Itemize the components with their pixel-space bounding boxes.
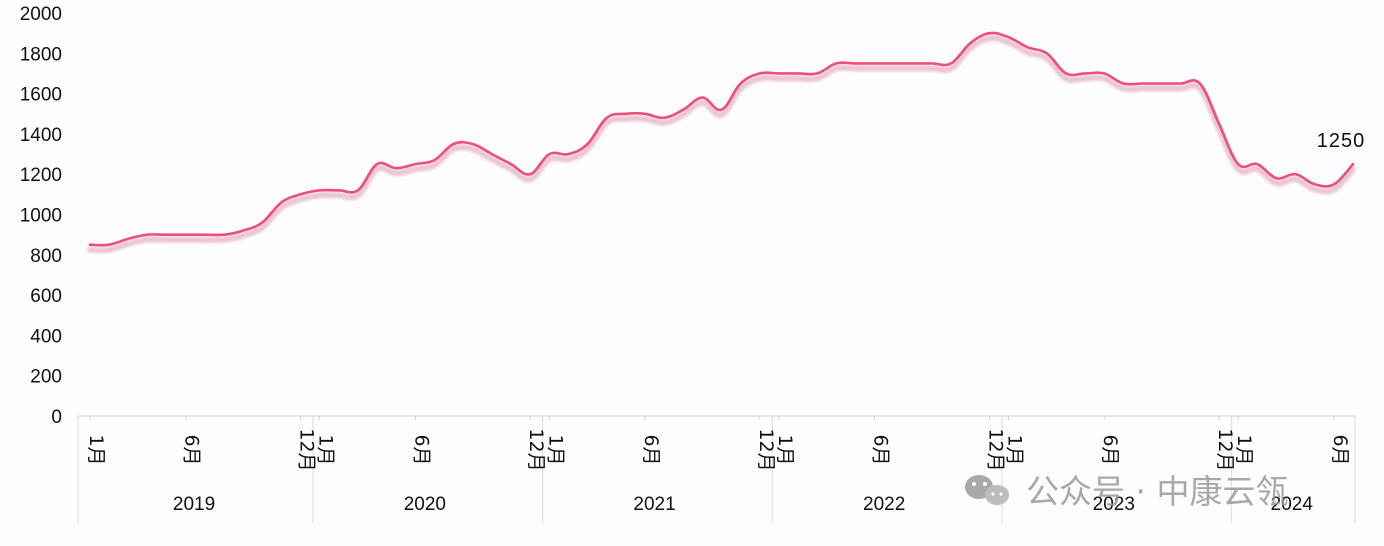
y-tick-label: 2000 [20,4,62,25]
y-tick-label: 400 [30,326,62,347]
x-tick-label: 6月 [870,434,892,465]
y-tick-label: 1800 [20,44,62,65]
y-tick-label: 0 [51,407,62,428]
year-label: 2023 [1093,494,1135,515]
watermark: 公众号 · 中康云瓴 [965,472,1288,511]
year-label: 2020 [404,494,446,515]
year-label: 2021 [633,494,675,515]
series-line [88,31,1355,247]
y-tick-label: 800 [30,246,62,267]
x-tick-label: 1月 [315,434,337,465]
x-tick-label: 1月 [1233,434,1255,465]
y-tick-label: 1600 [20,85,62,106]
y-axis-labels: 0 200 400 600 800 1000 1200 1400 1600 1800 2000 [20,4,62,428]
year-label: 2022 [863,494,905,515]
y-tick-label: 1000 [20,206,62,227]
x-tick-label: 1月 [85,434,107,465]
x-tick-label: 12月 [984,428,1006,471]
x-tick-label: 12月 [296,428,318,471]
year-label: 2024 [1271,494,1314,515]
axes [77,415,1356,523]
year-labels: 2019 2020 2021 2022 2023 2024 [173,494,1313,515]
y-tick-label: 1200 [20,165,62,186]
series-line-shadow [87,34,1356,254]
x-tick-label: 1月 [774,434,796,465]
year-label: 2019 [173,494,215,515]
annotations: 1250 [1317,130,1366,152]
series-group [87,31,1356,254]
x-tick-label: 1月 [544,434,566,465]
y-tick-label: 600 [30,286,62,307]
x-tick-label: 6月 [181,434,203,465]
x-tick-label: 6月 [1329,434,1351,465]
x-tick-label: 12月 [525,428,547,471]
y-tick-label: 200 [30,367,62,388]
x-tick-label: 12月 [755,428,777,471]
y-tick-label: 1400 [20,125,62,146]
x-tick-label: 6月 [1099,434,1121,465]
watermark-text: 公众号 · 中康云瓴 [1026,472,1288,511]
x-tick-label: 12月 [1214,428,1236,471]
x-tick-label: 6月 [410,434,432,465]
x-tick-label: 1月 [1004,434,1026,465]
x-tick-label: 6月 [640,434,662,465]
data-label: 1250 [1317,130,1366,152]
wechat-icon [965,475,1009,505]
